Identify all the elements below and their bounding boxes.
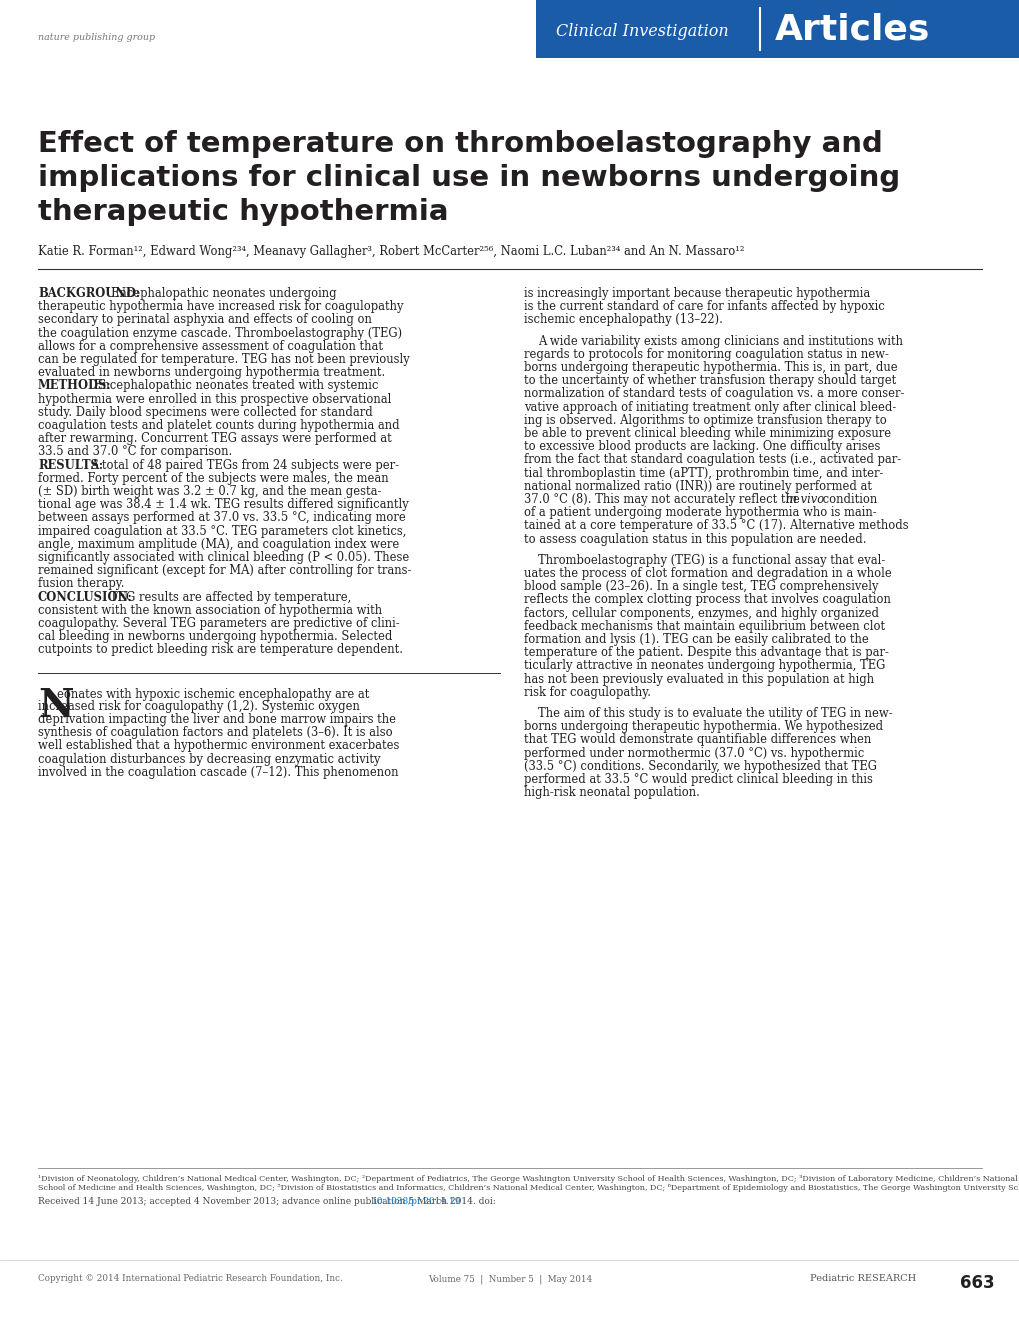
Text: coagulation disturbances by decreasing enzymatic activity: coagulation disturbances by decreasing e… bbox=[38, 753, 380, 766]
Text: synthesis of coagulation factors and platelets (3–6). It is also: synthesis of coagulation factors and pla… bbox=[38, 726, 392, 739]
Text: 10.1038/pr.2014.19: 10.1038/pr.2014.19 bbox=[371, 1198, 461, 1206]
Text: ticularly attractive in neonates undergoing hypothermia, TEG: ticularly attractive in neonates undergo… bbox=[524, 660, 884, 672]
Text: has not been previously evaluated in this population at high: has not been previously evaluated in thi… bbox=[524, 672, 873, 685]
Text: well established that a hypothermic environment exacerbates: well established that a hypothermic envi… bbox=[38, 739, 399, 753]
Text: nature publishing group: nature publishing group bbox=[38, 34, 155, 43]
Text: Volume 75  |  Number 5  |  May 2014: Volume 75 | Number 5 | May 2014 bbox=[427, 1274, 592, 1284]
Text: Articles: Articles bbox=[774, 12, 929, 46]
Text: coagulopathy. Several TEG parameters are predictive of clini-: coagulopathy. Several TEG parameters are… bbox=[38, 617, 399, 630]
Text: impaired coagulation at 33.5 °C. TEG parameters clot kinetics,: impaired coagulation at 33.5 °C. TEG par… bbox=[38, 524, 406, 538]
Text: ischemic encephalopathy (13–22).: ischemic encephalopathy (13–22). bbox=[524, 313, 722, 327]
Text: involved in the coagulation cascade (7–12). This phenomenon: involved in the coagulation cascade (7–1… bbox=[38, 766, 398, 778]
Text: Pediatric RESEARCH: Pediatric RESEARCH bbox=[809, 1274, 915, 1284]
Text: of a patient undergoing moderate hypothermia who is main-: of a patient undergoing moderate hypothe… bbox=[524, 507, 875, 519]
Text: N: N bbox=[38, 687, 73, 724]
Text: blood sample (23–26). In a single test, TEG comprehensively: blood sample (23–26). In a single test, … bbox=[524, 581, 877, 593]
Text: feedback mechanisms that maintain equilibrium between clot: feedback mechanisms that maintain equili… bbox=[524, 620, 884, 633]
Text: tial thromboplastin time (aPTT), prothrombin time, and inter-: tial thromboplastin time (aPTT), prothro… bbox=[524, 466, 882, 480]
Text: to the uncertainty of whether transfusion therapy should target: to the uncertainty of whether transfusio… bbox=[524, 374, 896, 387]
Text: reflects the complex clotting process that involves coagulation: reflects the complex clotting process th… bbox=[524, 594, 890, 606]
Text: consistent with the known association of hypothermia with: consistent with the known association of… bbox=[38, 603, 382, 617]
Text: secondary to perinatal asphyxia and effects of cooling on: secondary to perinatal asphyxia and effe… bbox=[38, 313, 372, 327]
Text: after rewarming. Concurrent TEG assays were performed at: after rewarming. Concurrent TEG assays w… bbox=[38, 433, 391, 445]
Text: deprivation impacting the liver and bone marrow impairs the: deprivation impacting the liver and bone… bbox=[38, 714, 395, 726]
Text: ing is observed. Algorithms to optimize transfusion therapy to: ing is observed. Algorithms to optimize … bbox=[524, 414, 886, 427]
Text: normalization of standard tests of coagulation vs. a more conser-: normalization of standard tests of coagu… bbox=[524, 387, 904, 401]
Text: study. Daily blood specimens were collected for standard: study. Daily blood specimens were collec… bbox=[38, 406, 372, 419]
Text: CONCLUSION:: CONCLUSION: bbox=[38, 590, 132, 603]
Text: temperature of the patient. Despite this advantage that is par-: temperature of the patient. Despite this… bbox=[524, 646, 888, 659]
Text: TEG results are affected by temperature,: TEG results are affected by temperature, bbox=[110, 590, 351, 603]
Text: formed. Forty percent of the subjects were males, the mean: formed. Forty percent of the subjects we… bbox=[38, 472, 388, 485]
Text: is increasingly important because therapeutic hypothermia: is increasingly important because therap… bbox=[524, 288, 869, 300]
Text: remained significant (except for MA) after controlling for trans-: remained significant (except for MA) aft… bbox=[38, 564, 411, 577]
Text: eonates with hypoxic ischemic encephalopathy are at: eonates with hypoxic ischemic encephalop… bbox=[57, 688, 369, 700]
Text: allows for a comprehensive assessment of coagulation that: allows for a comprehensive assessment of… bbox=[38, 340, 382, 352]
Text: Copyright © 2014 International Pediatric Research Foundation, Inc.: Copyright © 2014 International Pediatric… bbox=[38, 1274, 342, 1284]
Text: Encephalopathic neonates treated with systemic: Encephalopathic neonates treated with sy… bbox=[94, 379, 378, 392]
Text: Effect of temperature on thromboelastography and: Effect of temperature on thromboelastogr… bbox=[38, 130, 882, 159]
Text: condition: condition bbox=[818, 493, 876, 505]
Bar bbox=[535, 0, 1019, 58]
Text: therapeutic hypothermia: therapeutic hypothermia bbox=[38, 198, 448, 226]
Text: A total of 48 paired TEGs from 24 subjects were per-: A total of 48 paired TEGs from 24 subjec… bbox=[90, 458, 398, 472]
Text: 33.5 and 37.0 °C for comparison.: 33.5 and 37.0 °C for comparison. bbox=[38, 445, 232, 458]
Text: Thromboelastography (TEG) is a functional assay that eval-: Thromboelastography (TEG) is a functiona… bbox=[537, 554, 884, 567]
Text: A wide variability exists among clinicians and institutions with: A wide variability exists among clinicia… bbox=[537, 335, 902, 348]
Text: hypothermia were enrolled in this prospective observational: hypothermia were enrolled in this prospe… bbox=[38, 392, 391, 406]
Text: performed under normothermic (37.0 °C) vs. hypothermic: performed under normothermic (37.0 °C) v… bbox=[524, 747, 863, 759]
Text: between assays performed at 37.0 vs. 33.5 °C, indicating more: between assays performed at 37.0 vs. 33.… bbox=[38, 512, 406, 524]
Text: (33.5 °C) conditions. Secondarily, we hypothesized that TEG: (33.5 °C) conditions. Secondarily, we hy… bbox=[524, 759, 876, 773]
Text: 37.0 °C (8). This may not accurately reflect the: 37.0 °C (8). This may not accurately ref… bbox=[524, 493, 803, 505]
Text: high-risk neonatal population.: high-risk neonatal population. bbox=[524, 786, 699, 800]
Text: formation and lysis (1). TEG can be easily calibrated to the: formation and lysis (1). TEG can be easi… bbox=[524, 633, 868, 646]
Text: the coagulation enzyme cascade. Thromboelastography (TEG): the coagulation enzyme cascade. Thromboe… bbox=[38, 327, 401, 340]
Text: fusion therapy.: fusion therapy. bbox=[38, 578, 124, 590]
Text: angle, maximum amplitude (MA), and coagulation index were: angle, maximum amplitude (MA), and coagu… bbox=[38, 538, 398, 551]
Text: can be regulated for temperature. TEG has not been previously: can be regulated for temperature. TEG ha… bbox=[38, 353, 410, 366]
Text: BACKGROUND:: BACKGROUND: bbox=[38, 288, 140, 300]
Text: RESULTS:: RESULTS: bbox=[38, 458, 103, 472]
Text: Encephalopathic neonates undergoing: Encephalopathic neonates undergoing bbox=[111, 288, 336, 300]
Text: to assess coagulation status in this population are needed.: to assess coagulation status in this pop… bbox=[524, 532, 866, 546]
Text: Received 14 June 2013; accepted 4 November 2013; advance online publication 5 Ma: Received 14 June 2013; accepted 4 Novemb… bbox=[38, 1198, 495, 1206]
Text: performed at 33.5 °C would predict clinical bleeding in this: performed at 33.5 °C would predict clini… bbox=[524, 773, 872, 786]
Text: significantly associated with clinical bleeding (P < 0.05). These: significantly associated with clinical b… bbox=[38, 551, 409, 564]
Text: national normalized ratio (INR)) are routinely performed at: national normalized ratio (INR)) are rou… bbox=[524, 480, 871, 493]
Text: tional age was 38.4 ± 1.4 wk. TEG results differed significantly: tional age was 38.4 ± 1.4 wk. TEG result… bbox=[38, 499, 409, 511]
Text: Katie R. Forman¹², Edward Wong²³⁴, Meanavy Gallagher³, Robert McCarter²⁵⁶, Naomi: Katie R. Forman¹², Edward Wong²³⁴, Meana… bbox=[38, 245, 744, 258]
Text: be able to prevent clinical bleeding while minimizing exposure: be able to prevent clinical bleeding whi… bbox=[524, 427, 891, 439]
Text: tained at a core temperature of 33.5 °C (17). Alternative methods: tained at a core temperature of 33.5 °C … bbox=[524, 519, 908, 532]
Text: regards to protocols for monitoring coagulation status in new-: regards to protocols for monitoring coag… bbox=[524, 348, 888, 360]
Text: coagulation tests and platelet counts during hypothermia and: coagulation tests and platelet counts du… bbox=[38, 419, 399, 431]
Text: increased risk for coagulopathy (1,2). Systemic oxygen: increased risk for coagulopathy (1,2). S… bbox=[38, 700, 360, 712]
Text: cal bleeding in newborns undergoing hypothermia. Selected: cal bleeding in newborns undergoing hypo… bbox=[38, 630, 392, 644]
Text: vative approach of initiating treatment only after clinical bleed-: vative approach of initiating treatment … bbox=[524, 401, 896, 414]
Text: METHODS:: METHODS: bbox=[38, 379, 111, 392]
Text: The aim of this study is to evaluate the utility of TEG in new-: The aim of this study is to evaluate the… bbox=[537, 707, 892, 720]
Text: ¹Division of Neonatology, Children’s National Medical Center, Washington, DC; ²D: ¹Division of Neonatology, Children’s Nat… bbox=[38, 1175, 1019, 1183]
Text: evaluated in newborns undergoing hypothermia treatment.: evaluated in newborns undergoing hypothe… bbox=[38, 366, 385, 379]
Text: that TEG would demonstrate quantifiable differences when: that TEG would demonstrate quantifiable … bbox=[524, 734, 870, 746]
Text: to excessive blood products are lacking. One difficulty arises: to excessive blood products are lacking.… bbox=[524, 441, 879, 453]
Text: 663: 663 bbox=[959, 1274, 994, 1292]
Text: therapeutic hypothermia have increased risk for coagulopathy: therapeutic hypothermia have increased r… bbox=[38, 300, 404, 313]
Text: uates the process of clot formation and degradation in a whole: uates the process of clot formation and … bbox=[524, 567, 891, 581]
Text: School of Medicine and Health Sciences, Washington, DC; ⁵Division of Biostatisti: School of Medicine and Health Sciences, … bbox=[38, 1184, 1019, 1192]
Text: Clinical Investigation: Clinical Investigation bbox=[555, 23, 728, 39]
Text: borns undergoing therapeutic hypothermia. This is, in part, due: borns undergoing therapeutic hypothermia… bbox=[524, 362, 897, 374]
Text: in vivo: in vivo bbox=[786, 493, 823, 505]
Text: implications for clinical use in newborns undergoing: implications for clinical use in newborn… bbox=[38, 164, 900, 192]
Text: cutpoints to predict bleeding risk are temperature dependent.: cutpoints to predict bleeding risk are t… bbox=[38, 644, 403, 656]
Text: from the fact that standard coagulation tests (i.e., activated par-: from the fact that standard coagulation … bbox=[524, 453, 900, 466]
Text: factors, cellular components, enzymes, and highly organized: factors, cellular components, enzymes, a… bbox=[524, 606, 878, 620]
Text: (± SD) birth weight was 3.2 ± 0.7 kg, and the mean gesta-: (± SD) birth weight was 3.2 ± 0.7 kg, an… bbox=[38, 485, 381, 499]
Text: is the current standard of care for infants affected by hypoxic: is the current standard of care for infa… bbox=[524, 300, 883, 313]
Text: borns undergoing therapeutic hypothermia. We hypothesized: borns undergoing therapeutic hypothermia… bbox=[524, 720, 882, 734]
Text: risk for coagulopathy.: risk for coagulopathy. bbox=[524, 685, 650, 699]
